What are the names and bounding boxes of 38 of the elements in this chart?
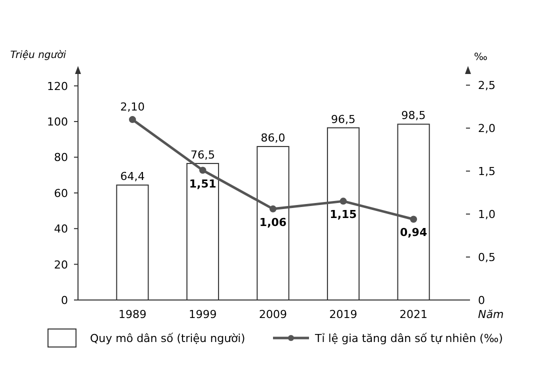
point xyxy=(410,216,418,223)
x-tick-label: 2009 xyxy=(259,308,287,321)
data-label: 1,51 xyxy=(189,177,216,190)
data-label: 1,15 xyxy=(330,208,357,222)
legend-label: Tỉ lệ gia tăng dân số tự nhiên (‰) xyxy=(314,332,503,345)
data-label: 1,06 xyxy=(259,216,287,229)
y2-axis-title: ‰ xyxy=(474,52,488,63)
y-tick-label: 100 xyxy=(47,116,68,129)
x-tick-label: 2021 xyxy=(400,308,428,321)
y-tick-label: 120 xyxy=(47,80,68,93)
y-tick-label: 0 xyxy=(61,294,68,307)
data-label: 76,5 xyxy=(190,148,215,162)
data-label: 96,5 xyxy=(331,112,356,126)
y2-tick-label: 2,5 xyxy=(478,79,496,92)
data-label: 2,10 xyxy=(120,100,145,114)
y2-tick-label: 1,5 xyxy=(478,165,496,178)
y2-tick-label: 1,0 xyxy=(478,208,496,222)
y-tick-label: 20 xyxy=(54,258,68,272)
y2-tick-label: 0 xyxy=(478,294,485,307)
legend-label: Quy mô dân số (triệu người) xyxy=(90,332,246,345)
y2-tick-label: 0,5 xyxy=(478,251,496,264)
point xyxy=(128,116,136,124)
x-tick-label: 1999 xyxy=(188,308,217,321)
point xyxy=(270,205,276,212)
point xyxy=(199,166,206,174)
y2-tick-label: 2,0 xyxy=(478,122,496,136)
y-tick-label: 60 xyxy=(54,186,68,200)
y-tick-label: 40 xyxy=(54,222,68,236)
data-label: 0,94 xyxy=(400,226,428,240)
data-label: 86,0 xyxy=(260,132,286,145)
data-label: 64,4 xyxy=(120,170,145,184)
y-tick-label: 80 xyxy=(54,151,68,164)
x-tick-label: 2019 xyxy=(329,308,358,321)
point xyxy=(340,198,347,205)
data-label: 98,5 xyxy=(401,109,426,122)
y-axis-title: Triệu người xyxy=(10,50,66,61)
x-axis-title: Năm xyxy=(478,308,504,321)
x-tick-label: 1989 xyxy=(118,308,146,321)
